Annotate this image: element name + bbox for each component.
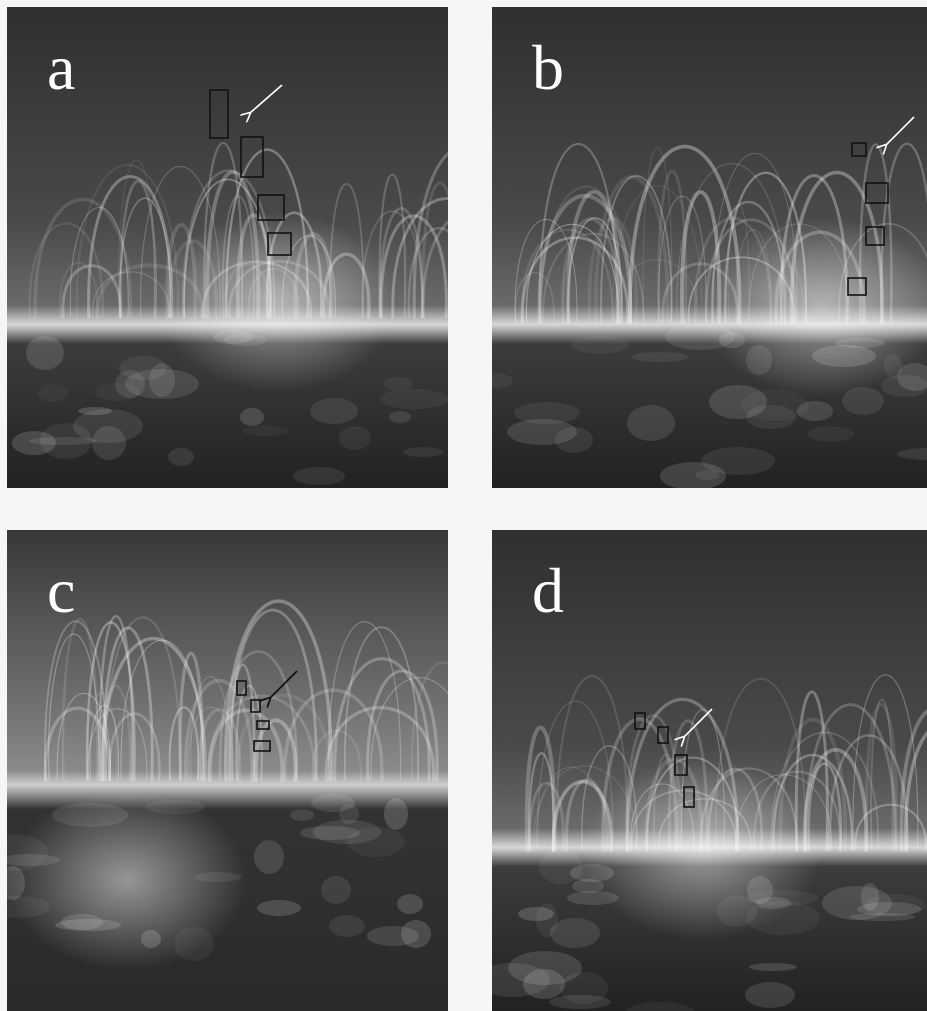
- surface-feature: [174, 927, 214, 961]
- panel-label: c: [47, 555, 75, 626]
- surface-feature: [290, 809, 314, 821]
- surface-feature: [242, 426, 288, 436]
- figure: a b c d: [0, 0, 927, 1011]
- surface-feature: [145, 800, 205, 814]
- surface-feature: [746, 345, 772, 375]
- surface-feature: [257, 900, 301, 916]
- surface-feature: [403, 447, 443, 457]
- surface-feature: [300, 826, 360, 840]
- surface-feature: [884, 354, 902, 378]
- surface-feature: [254, 840, 284, 874]
- panel-label: a: [47, 32, 75, 103]
- surface-feature: [52, 803, 128, 827]
- surface-feature: [339, 426, 371, 450]
- surface-feature: [168, 448, 194, 466]
- surface-feature: [746, 901, 820, 935]
- surface-feature: [40, 423, 92, 459]
- surface-feature: [397, 894, 423, 914]
- surface-feature: [842, 387, 884, 415]
- surface-feature: [310, 398, 358, 424]
- surface-feature: [507, 419, 577, 445]
- surface-feature: [881, 375, 927, 397]
- surface-feature: [119, 356, 167, 380]
- panel-b: b: [490, 7, 927, 488]
- surface-feature: [746, 405, 796, 429]
- surface-feature: [380, 389, 448, 409]
- surface-feature: [536, 903, 558, 937]
- surface-feature: [572, 336, 628, 354]
- surface-feature: [549, 995, 611, 1009]
- surface-feature: [508, 951, 582, 985]
- panel-label: d: [532, 555, 564, 626]
- surface-feature: [570, 864, 614, 882]
- panel-label: b: [532, 32, 564, 103]
- surface-feature: [749, 963, 797, 971]
- surface-feature: [808, 426, 854, 442]
- panel-c: c: [7, 530, 448, 1011]
- surface-feature: [812, 345, 876, 367]
- surface-feature: [321, 876, 351, 904]
- surface-feature: [293, 467, 345, 485]
- surface-feature: [861, 883, 879, 911]
- surface-feature: [38, 384, 68, 402]
- surface-feature: [797, 401, 833, 421]
- surface-feature: [567, 891, 619, 905]
- surface-feature: [695, 470, 719, 480]
- surface-feature: [632, 352, 688, 362]
- surface-feature: [849, 913, 915, 921]
- surface-feature: [329, 915, 365, 937]
- surface-feature: [746, 890, 818, 906]
- surface-feature: [194, 872, 242, 882]
- surface-feature: [55, 919, 121, 931]
- surface-feature: [383, 377, 413, 391]
- surface-feature: [627, 405, 675, 441]
- surface-feature: [223, 334, 267, 346]
- surface-feature: [339, 804, 359, 824]
- surface-feature: [719, 332, 745, 348]
- surface-feature: [745, 982, 795, 1008]
- surface-feature: [141, 930, 161, 948]
- panel-a: a: [7, 7, 448, 488]
- surface-feature: [26, 336, 64, 370]
- surface-feature: [240, 408, 264, 426]
- surface-feature: [384, 798, 408, 830]
- surface-feature: [401, 920, 431, 948]
- panel-d: d: [490, 530, 927, 1011]
- surface-feature: [389, 411, 411, 423]
